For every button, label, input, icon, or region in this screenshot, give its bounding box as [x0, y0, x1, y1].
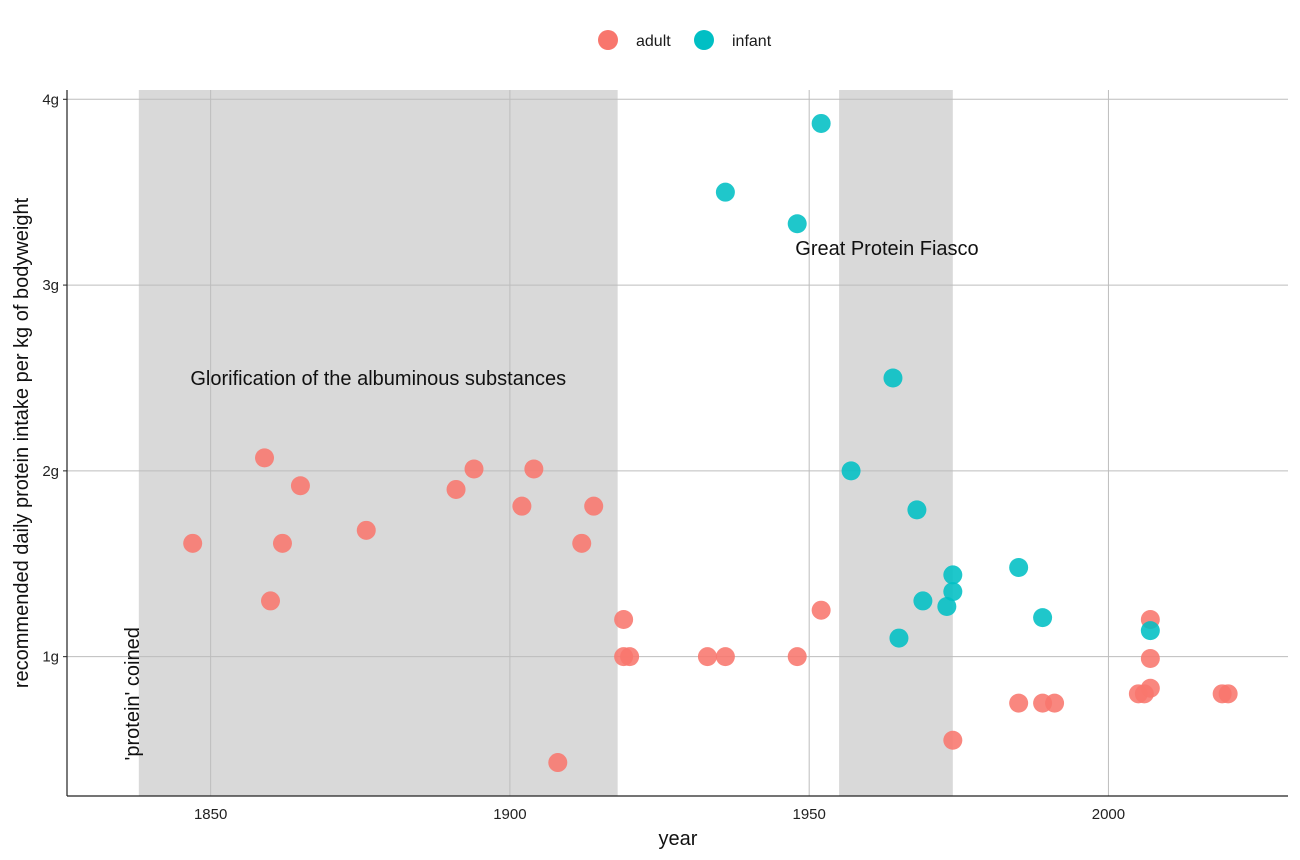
grid-lines: [67, 90, 1288, 796]
infant-point: [715, 182, 735, 202]
adult-point: [255, 448, 275, 468]
adult-point: [787, 647, 807, 667]
adult-point: [1218, 684, 1238, 704]
x-tick-label: 1950: [792, 806, 825, 823]
axes: [63, 90, 1288, 797]
adult-point: [1140, 678, 1160, 698]
legend-infant-marker: [694, 30, 714, 50]
adult-point: [290, 476, 310, 496]
infant-point: [889, 628, 909, 648]
adult-point: [272, 533, 292, 553]
adult-point: [183, 533, 203, 553]
y-axis-title: recommended daily protein intake per kg …: [11, 197, 33, 688]
adult-point: [524, 459, 544, 479]
adult-point: [261, 591, 280, 611]
adult-point: [356, 520, 376, 540]
data-points: [183, 113, 1238, 773]
y-tick-label: 3g: [42, 277, 59, 294]
adult-point: [548, 753, 568, 773]
shaded-periods: [138, 90, 953, 796]
x-tick-label: 2000: [1092, 806, 1125, 823]
infant-point: [937, 596, 957, 616]
infant-point: [913, 591, 933, 611]
legend-adult-marker: [598, 30, 618, 50]
shaded-period-0: [138, 90, 618, 796]
annotations: Glorification of the albuminous substanc…: [122, 238, 979, 761]
infant-point: [943, 565, 963, 585]
infant-point: [841, 461, 861, 481]
infant-point: [1033, 608, 1053, 628]
infant-point: [907, 500, 927, 520]
legend-infant-label: infant: [732, 33, 772, 50]
adult-point: [943, 730, 963, 750]
x-axis-title: year: [659, 828, 698, 850]
adult-point: [811, 600, 831, 620]
y-tick-label: 2g: [42, 463, 59, 480]
x-tick-label: 1850: [194, 806, 227, 823]
x-tick-label: 1900: [493, 806, 526, 823]
adult-point: [446, 479, 466, 499]
adult-point: [512, 496, 532, 516]
annotation-0: Glorification of the albuminous substanc…: [190, 368, 566, 390]
infant-point: [883, 368, 903, 388]
adult-point: [584, 496, 604, 516]
adult-point: [464, 459, 484, 479]
infant-point: [943, 582, 963, 602]
adult-point: [715, 647, 735, 667]
infant-point: [787, 214, 807, 234]
adult-point: [572, 533, 592, 553]
shaded-period-1: [839, 90, 953, 796]
annotation-2: 'protein' coined: [122, 627, 144, 760]
adult-point: [697, 647, 717, 667]
annotation-1: Great Protein Fiasco: [795, 238, 978, 260]
legend: adult infant: [598, 30, 772, 50]
tick-labels: 1850 1900 1950 2000 1g 2g 3g 4g: [42, 91, 1125, 823]
adult-point: [620, 647, 640, 667]
adult-point: [1045, 693, 1065, 713]
infant-point: [1140, 621, 1160, 641]
adult-point: [614, 610, 634, 629]
legend-adult-label: adult: [636, 33, 671, 50]
adult-point: [1140, 649, 1160, 669]
infant-point: [1009, 557, 1029, 577]
infant-point: [811, 113, 831, 133]
y-tick-label: 1g: [42, 649, 59, 666]
y-tick-label: 4g: [42, 91, 59, 108]
adult-point: [1009, 693, 1029, 713]
